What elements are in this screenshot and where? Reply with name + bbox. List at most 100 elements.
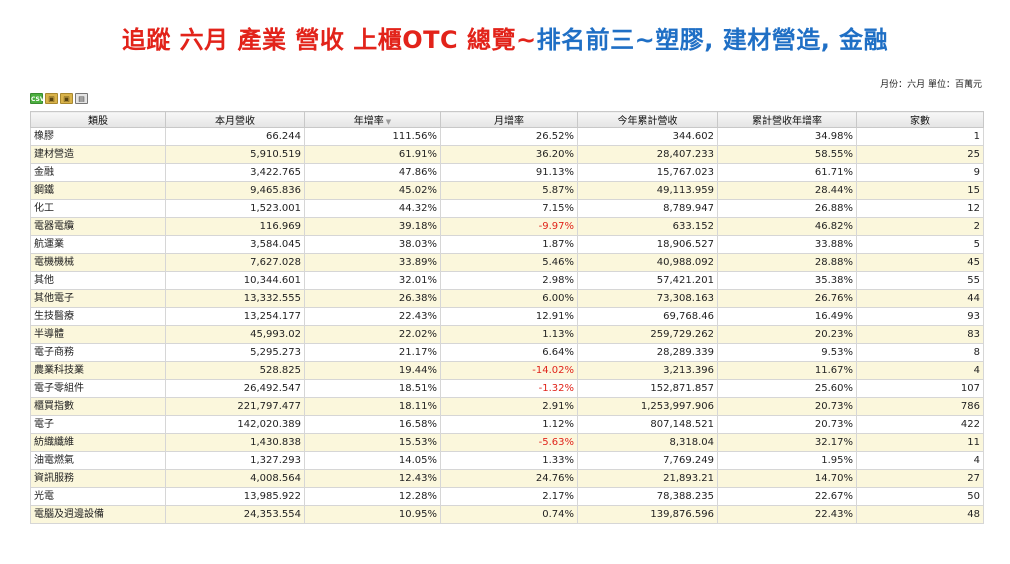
cell-ytd-revenue: 633.152 bbox=[577, 217, 718, 236]
cell-mom: 24.76% bbox=[440, 469, 578, 488]
cell-category: 電子商務 bbox=[30, 343, 166, 362]
cell-company-count: 2 bbox=[856, 217, 984, 236]
table-row[interactable]: 電機機械 7,627.028 33.89% 5.46% 40,988.092 28.88%… bbox=[30, 253, 984, 272]
cell-yoy: 14.05% bbox=[304, 451, 441, 470]
cell-category: 建材營造 bbox=[30, 145, 166, 164]
cell-mom: -14.02% bbox=[440, 361, 578, 380]
cell-ytd-revenue: 8,789.947 bbox=[577, 199, 718, 218]
cell-ytd-yoy: 46.82% bbox=[717, 217, 857, 236]
col-header-mom[interactable]: 月增率 bbox=[440, 111, 578, 128]
cell-ytd-revenue: 8,318.04 bbox=[577, 433, 718, 452]
col-header-category[interactable]: 類股 bbox=[30, 111, 166, 128]
cell-monthly-revenue: 1,430.838 bbox=[165, 433, 305, 452]
cell-monthly-revenue: 142,020.389 bbox=[165, 415, 305, 434]
cell-yoy: 61.91% bbox=[304, 145, 441, 164]
cell-company-count: 11 bbox=[856, 433, 984, 452]
cell-ytd-yoy: 9.53% bbox=[717, 343, 857, 362]
table-row[interactable]: 油電燃氣 1,327.293 14.05% 1.33% 7,769.249 1.95% 4 bbox=[30, 451, 984, 470]
cell-ytd-yoy: 33.88% bbox=[717, 235, 857, 254]
cell-yoy: 15.53% bbox=[304, 433, 441, 452]
cell-mom: -5.63% bbox=[440, 433, 578, 452]
table-row[interactable]: 櫃買指數 221,797.477 18.11% 2.91% 1,253,997.906 2… bbox=[30, 397, 984, 416]
cell-yoy: 47.86% bbox=[304, 163, 441, 182]
col-header-monthly-revenue[interactable]: 本月營收 bbox=[165, 111, 305, 128]
cell-ytd-revenue: 807,148.521 bbox=[577, 415, 718, 434]
table-row[interactable]: 建材營造 5,910.519 61.91% 36.20% 28,407.233 58.55… bbox=[30, 145, 984, 164]
table-row[interactable]: 其他 10,344.601 32.01% 2.98% 57,421.201 35.38% 5… bbox=[30, 271, 984, 290]
cell-company-count: 4 bbox=[856, 361, 984, 380]
cell-ytd-revenue: 139,876.596 bbox=[577, 505, 718, 524]
cell-mom: 1.13% bbox=[440, 325, 578, 344]
cell-mom: 7.15% bbox=[440, 199, 578, 218]
table-body: 橡膠 66.244 111.56% 26.52% 344.602 34.98% 1 建材營造 5… bbox=[30, 127, 984, 524]
cell-ytd-yoy: 28.44% bbox=[717, 181, 857, 200]
table-row[interactable]: 電子零組件 26,492.547 18.51% -1.32% 152,871.857 25… bbox=[30, 379, 984, 398]
cell-mom: 2.91% bbox=[440, 397, 578, 416]
table-row[interactable]: 電子商務 5,295.273 21.17% 6.64% 28,289.339 9.53% 8 bbox=[30, 343, 984, 362]
table-row[interactable]: 鋼鐵 9,465.836 45.02% 5.87% 49,113.959 28.44% 15 bbox=[30, 181, 984, 200]
cell-mom: 12.91% bbox=[440, 307, 578, 326]
col-header-company-count[interactable]: 家數 bbox=[856, 111, 984, 128]
col-header-yoy-label: 年增率 bbox=[353, 116, 384, 127]
cell-category: 生技醫療 bbox=[30, 307, 166, 326]
slide-title-part1: 追蹤 六月 產業 營收 上櫃OTC 總覽~ bbox=[121, 26, 537, 54]
col-header-ytd-yoy[interactable]: 累計營收年增率 bbox=[717, 111, 857, 128]
table-row[interactable]: 半導體 45,993.02 22.02% 1.13% 259,729.262 20.23%… bbox=[30, 325, 984, 344]
cell-mom: 1.12% bbox=[440, 415, 578, 434]
cell-monthly-revenue: 5,910.519 bbox=[165, 145, 305, 164]
cell-category: 紡織纖維 bbox=[30, 433, 166, 452]
cell-yoy: 18.51% bbox=[304, 379, 441, 398]
cell-ytd-revenue: 3,213.396 bbox=[577, 361, 718, 380]
cell-yoy: 22.43% bbox=[304, 307, 441, 326]
table-row[interactable]: 其他電子 13,332.555 26.38% 6.00% 73,308.163 26.76… bbox=[30, 289, 984, 308]
cell-monthly-revenue: 45,993.02 bbox=[165, 325, 305, 344]
cell-ytd-revenue: 40,988.092 bbox=[577, 253, 718, 272]
cell-ytd-revenue: 21,893.21 bbox=[577, 469, 718, 488]
table-row[interactable]: 農業科技業 528.825 19.44% -14.02% 3,213.396 11.67%… bbox=[30, 361, 984, 380]
cell-mom: 5.87% bbox=[440, 181, 578, 200]
cell-yoy: 38.03% bbox=[304, 235, 441, 254]
cell-category: 電子零組件 bbox=[30, 379, 166, 398]
table-row[interactable]: 金融 3,422.765 47.86% 91.13% 15,767.023 61.71% 9 bbox=[30, 163, 984, 182]
cell-yoy: 44.32% bbox=[304, 199, 441, 218]
cell-category: 化工 bbox=[30, 199, 166, 218]
lock-icon[interactable]: ▣ bbox=[45, 93, 58, 104]
cell-yoy: 32.01% bbox=[304, 271, 441, 290]
cell-category: 電器電纜 bbox=[30, 217, 166, 236]
cell-ytd-revenue: 28,407.233 bbox=[577, 145, 718, 164]
csv-export-icon[interactable]: CSV bbox=[30, 93, 44, 104]
cell-mom: 6.00% bbox=[440, 289, 578, 308]
cell-yoy: 111.56% bbox=[304, 127, 441, 146]
cell-category: 電機機械 bbox=[30, 253, 166, 272]
table-row[interactable]: 電子 142,020.389 16.58% 1.12% 807,148.521 20.73… bbox=[30, 415, 984, 434]
cell-company-count: 15 bbox=[856, 181, 984, 200]
table-row[interactable]: 生技醫療 13,254.177 22.43% 12.91% 69,768.46 16.49… bbox=[30, 307, 984, 326]
table-row[interactable]: 橡膠 66.244 111.56% 26.52% 344.602 34.98% 1 bbox=[30, 127, 984, 146]
cell-monthly-revenue: 7,627.028 bbox=[165, 253, 305, 272]
cell-category: 光電 bbox=[30, 487, 166, 506]
table-row[interactable]: 光電 13,985.922 12.28% 2.17% 78,388.235 22.67% 5… bbox=[30, 487, 984, 506]
cell-ytd-yoy: 58.55% bbox=[717, 145, 857, 164]
slide-title-part2: 排名前三~塑膠, 建材營造, 金融 bbox=[536, 26, 889, 54]
table-row[interactable]: 航運業 3,584.045 38.03% 1.87% 18,906.527 33.88% 5 bbox=[30, 235, 984, 254]
table-row[interactable]: 資訊服務 4,008.564 12.43% 24.76% 21,893.21 14.70%… bbox=[30, 469, 984, 488]
lock-icon[interactable]: ▣ bbox=[60, 93, 73, 104]
print-icon[interactable]: ▤ bbox=[75, 93, 88, 104]
cell-yoy: 19.44% bbox=[304, 361, 441, 380]
cell-ytd-yoy: 20.23% bbox=[717, 325, 857, 344]
table-row[interactable]: 化工 1,523.001 44.32% 7.15% 8,789.947 26.88% 12 bbox=[30, 199, 984, 218]
table-row[interactable]: 電腦及週邊設備 24,353.554 10.95% 0.74% 139,876.596 2… bbox=[30, 505, 984, 524]
cell-ytd-revenue: 73,308.163 bbox=[577, 289, 718, 308]
slide-title: 追蹤 六月 產業 營收 上櫃OTC 總覽~排名前三~塑膠, 建材營造, 金融 bbox=[0, 20, 1010, 55]
col-header-ytd-revenue[interactable]: 今年累計營收 bbox=[577, 111, 718, 128]
cell-company-count: 25 bbox=[856, 145, 984, 164]
cell-mom: 36.20% bbox=[440, 145, 578, 164]
cell-monthly-revenue: 26,492.547 bbox=[165, 379, 305, 398]
cell-ytd-yoy: 25.60% bbox=[717, 379, 857, 398]
cell-ytd-revenue: 57,421.201 bbox=[577, 271, 718, 290]
table-row[interactable]: 電器電纜 116.969 39.18% -9.97% 633.152 46.82% 2 bbox=[30, 217, 984, 236]
cell-ytd-yoy: 26.76% bbox=[717, 289, 857, 308]
col-header-yoy[interactable]: 年增率 ▼ bbox=[304, 111, 441, 128]
cell-monthly-revenue: 1,523.001 bbox=[165, 199, 305, 218]
table-row[interactable]: 紡織纖維 1,430.838 15.53% -5.63% 8,318.04 32.17% 1… bbox=[30, 433, 984, 452]
